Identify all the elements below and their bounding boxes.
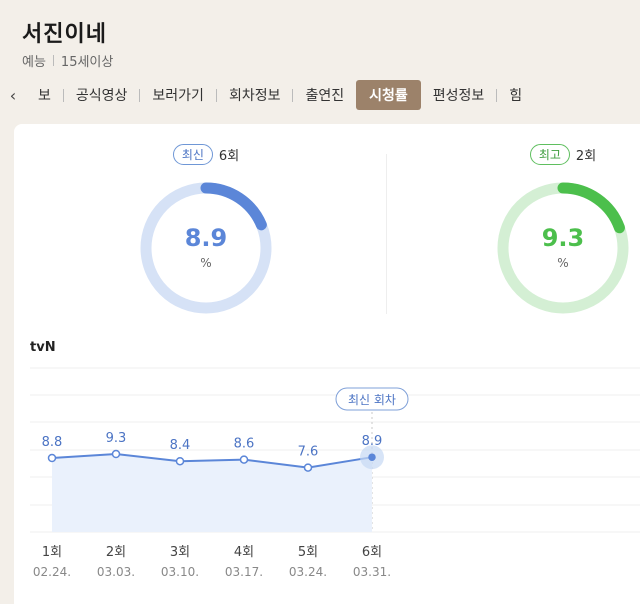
x-tick-label: 3회 xyxy=(170,545,190,560)
latest-gauge-arc xyxy=(200,182,267,231)
tab-watch[interactable]: 보러가기 xyxy=(152,88,204,104)
data-label: 7.6 xyxy=(298,445,319,460)
tab-divider xyxy=(496,88,498,102)
chevron-left-icon[interactable]: ‹ xyxy=(9,85,17,105)
latest-episode-tag-box xyxy=(335,387,409,411)
show-meta: 예능 15세이상 xyxy=(22,51,113,70)
highest-episode: 2회 xyxy=(575,149,597,164)
highest-value: 9.3 xyxy=(541,224,585,252)
data-point xyxy=(368,453,376,461)
chart-area xyxy=(52,454,372,532)
latest-badge: 최신 xyxy=(172,144,213,165)
series-line xyxy=(51,452,373,469)
data-point xyxy=(111,449,121,459)
meta-divider xyxy=(52,55,54,66)
series-area xyxy=(52,454,372,532)
x-date-label: 03.17. xyxy=(225,565,263,579)
x-tick-label: 5회 xyxy=(298,545,318,560)
latest-episode: 6회 xyxy=(218,149,240,164)
x-tick-label: 1회 xyxy=(42,545,62,560)
latest-header: 최신 6회 xyxy=(86,144,326,165)
highest-unit: % xyxy=(557,256,569,270)
highest-gauge xyxy=(497,182,629,314)
x-date-label: 03.31. xyxy=(353,565,391,579)
age-rating: 15세이상 xyxy=(60,55,114,70)
highest-gauge-arc xyxy=(557,182,625,234)
data-point xyxy=(175,456,185,466)
tab-official-video[interactable]: 공식영상 xyxy=(75,88,128,104)
tab-divider xyxy=(62,88,64,102)
highest-badge: 최고 xyxy=(529,144,570,165)
tab-episode-info[interactable]: 회차정보 xyxy=(228,88,281,104)
data-point xyxy=(303,463,313,472)
latest-unit: % xyxy=(200,256,212,270)
show-title: 서진이네 xyxy=(22,22,107,47)
tab-bar: ‹ 보 공식영상 보러가기 회차정보 출연진 시청률 편성정보 힘 xyxy=(0,78,640,112)
network-label: tvN xyxy=(30,340,56,355)
chart-marks xyxy=(47,445,384,472)
tab-partial-right[interactable]: 힘 xyxy=(509,88,523,104)
data-label: 8.8 xyxy=(42,435,63,450)
genre-label: 예능 xyxy=(22,55,46,70)
x-date-label: 03.10. xyxy=(161,565,199,579)
tab-divider xyxy=(215,88,217,102)
tab-cast[interactable]: 출연진 xyxy=(305,88,345,104)
highest-header: 최고 2회 xyxy=(443,144,640,165)
gauge-divider xyxy=(386,154,387,314)
tab-divider xyxy=(292,88,294,102)
data-label: 8.9 xyxy=(362,434,383,449)
data-label: 8.4 xyxy=(170,438,191,453)
latest-value: 8.9 xyxy=(184,224,228,252)
latest-gauge xyxy=(140,182,272,314)
tab-schedule[interactable]: 편성정보 xyxy=(432,88,485,104)
data-point xyxy=(239,455,249,464)
chart-labels: 8.8 1회 02.24. 9.3 2회 03.03. 8.4 3회 03.10. 8.6 4회 03… xyxy=(33,387,409,579)
data-label: 9.3 xyxy=(106,431,127,446)
x-date-label: 03.24. xyxy=(289,565,327,579)
data-label: 8.6 xyxy=(234,437,255,452)
data-point xyxy=(47,453,57,463)
tab-ratings[interactable]: 시청률 xyxy=(356,80,421,110)
latest-episode-tag: 최신 회차 xyxy=(348,393,396,407)
tab-divider xyxy=(139,88,141,102)
x-tick-label: 2회 xyxy=(106,545,126,560)
x-date-label: 03.03. xyxy=(97,565,135,579)
x-tick-label: 4회 xyxy=(234,545,254,560)
tab-partial-left[interactable]: 보 xyxy=(38,88,51,104)
x-date-label: 02.24. xyxy=(33,565,71,579)
x-tick-label: 6회 xyxy=(362,545,382,560)
